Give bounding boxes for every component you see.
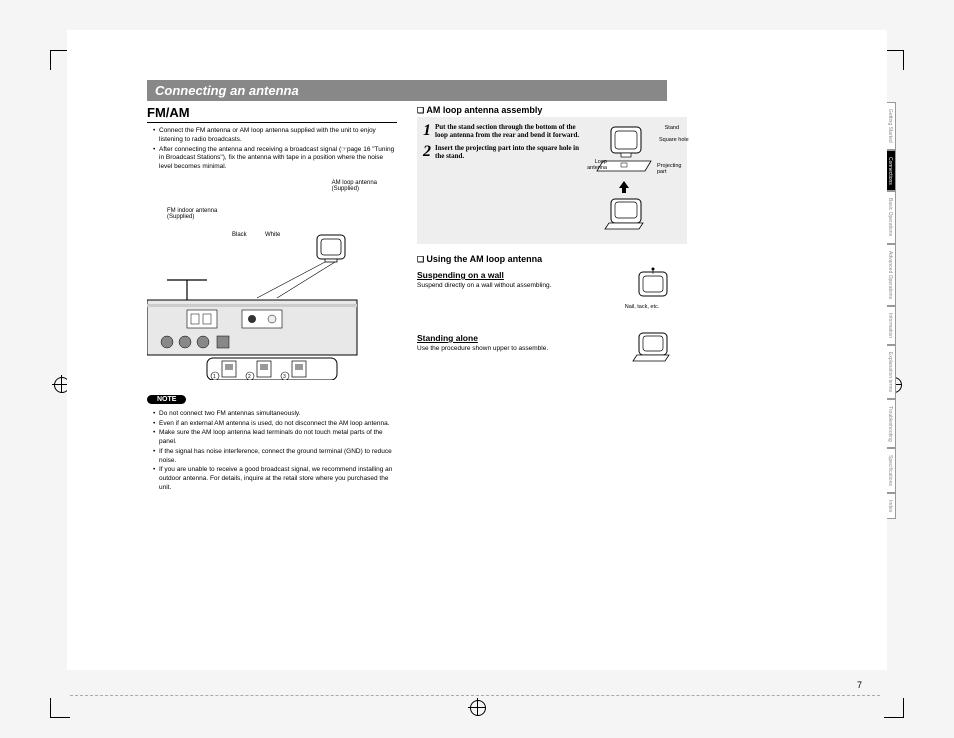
note-item: Make sure the AM loop antenna lead termi… — [153, 429, 397, 447]
note-item: If you are unable to receive a good broa… — [153, 466, 397, 492]
assembly-instruction-box: 1 Put the stand section through the bott… — [417, 117, 687, 244]
page-number: 7 — [857, 680, 862, 690]
step-number: 2 — [423, 144, 431, 161]
step-text: Insert the projecting part into the squa… — [435, 144, 585, 161]
note-item: Do not connect two FM antennas simultane… — [153, 410, 397, 419]
standing-diagram — [627, 329, 687, 374]
fm-indoor-label: FM indoor antenna (Supplied) — [167, 208, 217, 220]
crop-mark — [50, 698, 70, 718]
assembly-step-1: 1 Put the stand section through the bott… — [423, 123, 585, 140]
svg-text:1: 1 — [213, 374, 216, 380]
using-heading: Using the AM loop antenna — [417, 254, 687, 264]
suspending-text: Suspend directly on a wall without assem… — [417, 282, 619, 289]
bullet-item: After connecting the antenna and receivi… — [153, 146, 397, 172]
note-badge: NOTE — [147, 395, 186, 404]
crop-mark — [884, 50, 904, 70]
note-item: If the signal has noise interference, co… — [153, 448, 397, 466]
svg-text:3: 3 — [283, 374, 286, 380]
note-item: Even if an external AM antenna is used, … — [153, 420, 397, 429]
connection-diagram: AM loop antenna (Supplied) FM indoor ant… — [147, 180, 397, 380]
assembly-step-2: 2 Insert the projecting part into the sq… — [423, 144, 585, 161]
projecting-label: Projecting part — [657, 163, 691, 175]
manual-page: Connecting an antenna FM/AM Connect the … — [67, 30, 887, 670]
loop-antenna-label: Loop antenna — [579, 159, 607, 171]
suspending-head: Suspending on a wall — [417, 270, 619, 280]
standing-head: Standing alone — [417, 333, 619, 343]
square-hole-label: Square hole — [659, 137, 689, 143]
intro-bullets: Connect the FM antenna or AM loop antenn… — [147, 127, 397, 172]
registration-mark — [468, 698, 486, 716]
fm-am-heading: FM/AM — [147, 105, 397, 123]
assembly-diagram: Stand Square hole Loop antenna Projectin… — [591, 123, 681, 238]
bullet-item: Connect the FM antenna or AM loop antenn… — [153, 127, 397, 145]
standing-text: Use the procedure shown upper to assembl… — [417, 345, 619, 352]
trim-line — [70, 695, 880, 696]
assembly-heading: AM loop antenna assembly — [417, 105, 687, 115]
wall-mount-diagram: Nail, tack, etc. — [627, 266, 687, 315]
section-title-bar: Connecting an antenna — [147, 80, 667, 101]
left-column: FM/AM Connect the FM antenna or AM loop … — [147, 105, 397, 494]
crop-mark — [884, 698, 904, 718]
step-text: Put the stand section through the bottom… — [435, 123, 585, 140]
notes-list: Do not connect two FM antennas simultane… — [147, 410, 397, 493]
right-column: AM loop antenna assembly 1 Put the stand… — [417, 105, 687, 494]
step-number: 1 — [423, 123, 431, 140]
stand-label: Stand — [665, 125, 679, 131]
svg-text:2: 2 — [248, 374, 251, 380]
nail-label: Nail, tack, etc. — [607, 304, 677, 310]
device-rear-diagram: 1 2 3 — [147, 230, 397, 380]
am-loop-label: AM loop antenna (Supplied) — [332, 180, 377, 192]
